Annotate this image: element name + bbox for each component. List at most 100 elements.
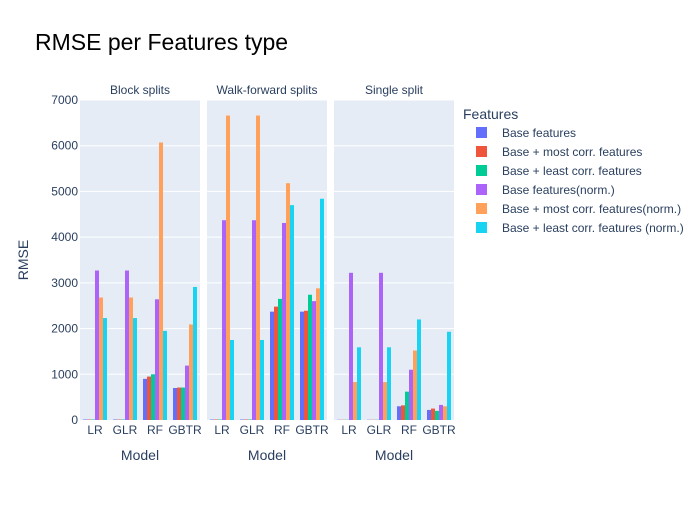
bar[interactable] [143,379,147,420]
bar[interactable] [447,332,451,420]
bar[interactable] [304,311,308,420]
bar[interactable] [163,331,167,420]
bar[interactable] [300,312,304,420]
bar[interactable] [129,297,133,420]
y-tick-label: 6000 [51,139,78,153]
x-tick-label: GBTR [422,423,456,437]
x-axis-label: Model [375,447,413,463]
bar[interactable] [159,143,163,420]
bar[interactable] [320,199,324,420]
legend-label: Base features [502,126,576,140]
bar[interactable] [401,405,405,420]
bar[interactable] [379,273,383,420]
bar[interactable] [230,340,234,420]
bar[interactable] [252,220,256,420]
bar[interactable] [173,388,177,420]
bar[interactable] [443,406,447,420]
bar[interactable] [427,410,431,420]
bar[interactable] [278,299,282,420]
x-tick-label: GLR [113,423,138,437]
chart-title: RMSE per Features type [35,29,288,55]
bar[interactable] [413,351,417,420]
bar[interactable] [357,347,361,420]
bar[interactable] [95,271,99,420]
bar[interactable] [405,392,409,420]
legend-label: Base + most corr. features(norm.) [502,202,681,216]
legend-swatch [476,127,487,138]
bar[interactable] [181,388,185,420]
y-tick-label: 2000 [51,322,78,336]
x-tick-label: RF [274,423,290,437]
legend-title: Features [463,106,518,122]
legend-label: Base features(norm.) [502,183,615,197]
bar[interactable] [397,406,401,420]
bar[interactable] [312,301,316,420]
bar[interactable] [290,205,294,420]
legend[interactable]: Features Base features Base + most corr. … [463,106,684,235]
x-tick-label: LR [87,423,103,437]
bar[interactable] [439,405,443,420]
legend-swatch [476,165,487,176]
bar[interactable] [270,312,274,420]
bar[interactable] [431,409,435,420]
plot-area: Block splits LR GLR RF GBTR Model Walk-forward… [51,83,456,463]
bar[interactable] [286,183,290,420]
bar[interactable] [435,411,439,420]
y-tick-label: 4000 [51,230,78,244]
legend-swatch [476,184,487,195]
legend-item[interactable]: Base + most corr. features [476,145,642,159]
bar[interactable] [274,307,278,420]
y-axis-label: RMSE [15,240,31,280]
y-tick-label: 0 [71,413,78,427]
bar[interactable] [193,287,197,420]
bar[interactable] [177,388,181,420]
subplot-title: Single split [365,83,424,97]
bar[interactable] [125,271,129,420]
bar[interactable] [316,288,320,420]
bar[interactable] [155,299,159,420]
x-axis-label: Model [121,447,159,463]
x-tick-label: GBTR [295,423,329,437]
legend-label: Base + most corr. features [502,145,642,159]
bar[interactable] [185,366,189,420]
bar[interactable] [383,382,387,420]
subplot-title: Walk-forward splits [217,83,318,97]
x-tick-label: GLR [240,423,265,437]
bar[interactable] [256,116,260,420]
legend-item[interactable]: Base + least corr. features (norm.) [476,221,684,235]
subplot-title: Block splits [110,83,170,97]
x-tick-label: LR [341,423,357,437]
bar[interactable] [282,223,286,420]
y-tick-label: 5000 [51,184,78,198]
legend-item[interactable]: Base features(norm.) [476,183,615,197]
bar[interactable] [349,273,353,420]
bar[interactable] [387,347,391,420]
bar[interactable] [417,319,421,420]
legend-item[interactable]: Base + most corr. features(norm.) [476,202,681,216]
y-tick-label: 1000 [51,367,78,381]
x-tick-label: GBTR [168,423,202,437]
bar[interactable] [147,377,151,420]
bar[interactable] [353,382,357,420]
legend-label: Base + least corr. features (norm.) [502,221,684,235]
bar[interactable] [151,374,155,420]
bar[interactable] [99,297,103,420]
bar[interactable] [189,324,193,420]
x-tick-label: RF [401,423,417,437]
bar[interactable] [133,318,137,420]
bar[interactable] [103,318,107,420]
legend-swatch [476,146,487,157]
legend-item[interactable]: Base features [476,126,576,140]
bar[interactable] [308,295,312,420]
legend-item[interactable]: Base + least corr. features [476,164,642,178]
bar[interactable] [409,370,413,420]
bar[interactable] [222,220,226,420]
legend-label: Base + least corr. features [502,164,642,178]
bar[interactable] [260,340,264,420]
bar[interactable] [226,116,230,420]
